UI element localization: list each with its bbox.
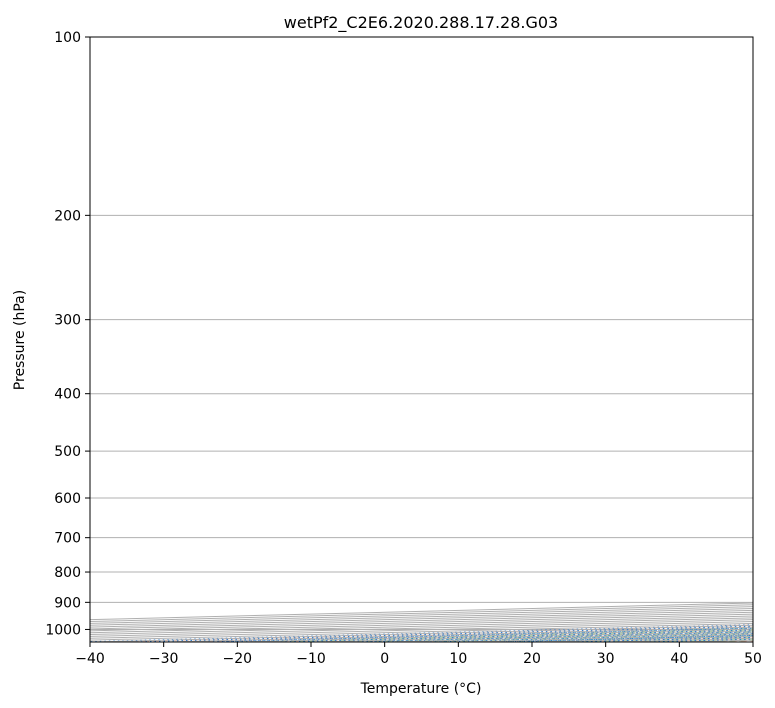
plot-frame	[89, 36, 754, 643]
y-tick-label: 200	[54, 208, 81, 224]
x-tick-label: 40	[670, 651, 688, 667]
x-tick-label: −40	[75, 651, 105, 667]
y-tick-label: 100	[54, 30, 81, 46]
x-tick-label: 0	[380, 651, 389, 667]
plot-area: 0.10.20.40.611.52346810131620253036-100-…	[90, 37, 753, 642]
y-tick-label: 700	[54, 531, 81, 547]
y-tick-label: 900	[54, 595, 81, 611]
y-axis-ticks: 100 200 300 400 500 600 700 800 900 1000	[45, 30, 90, 638]
x-tick-label: 50	[744, 651, 762, 667]
y-tick-label: 1000	[45, 622, 81, 638]
y-tick-label: 800	[54, 565, 81, 581]
x-axis-ticks: −40 −30 −20 −10 0 10 20 30 40 50	[75, 642, 762, 667]
x-axis-title: Temperature (°C)	[360, 681, 482, 697]
x-tick-label: −10	[296, 651, 326, 667]
y-tick-label: 600	[54, 491, 81, 507]
y-tick-label: 400	[54, 387, 81, 403]
x-tick-label: −30	[149, 651, 179, 667]
x-tick-label: 20	[523, 651, 541, 667]
y-tick-label: 300	[54, 313, 81, 329]
y-axis-title: Pressure (hPa)	[12, 290, 28, 390]
chart-title: wetPf2_C2E6.2020.288.17.28.G03	[284, 13, 558, 33]
y-tick-label: 500	[54, 444, 81, 460]
x-tick-label: −20	[223, 651, 253, 667]
x-tick-label: 10	[449, 651, 467, 667]
x-tick-label: 30	[597, 651, 615, 667]
